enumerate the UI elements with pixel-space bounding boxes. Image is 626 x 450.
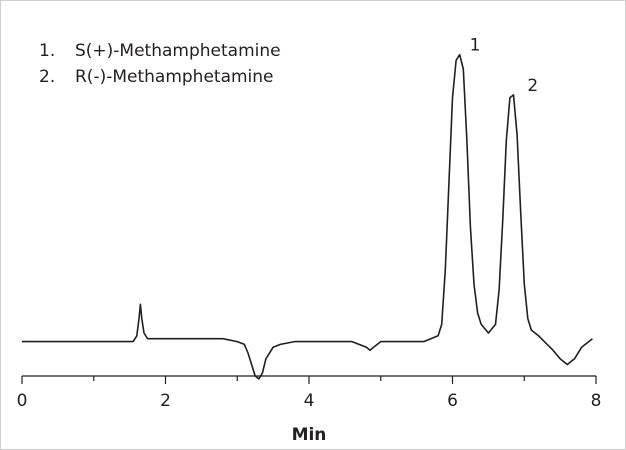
- chromatogram-trace: [22, 53, 593, 380]
- legend-number: 2.: [39, 67, 56, 87]
- legend-label: R(-)-Methamphetamine: [75, 67, 274, 87]
- x-tick-label: 2: [160, 391, 171, 411]
- x-tick-label: 6: [447, 391, 458, 411]
- peak-label-1: 1: [470, 36, 481, 56]
- x-tick-label: 0: [17, 391, 28, 411]
- x-tick-label: 4: [304, 391, 315, 411]
- legend-entry-1: 1. S(+)-Methamphetamine: [39, 41, 281, 61]
- peak-label-2: 2: [527, 76, 538, 96]
- x-axis-label: Min: [292, 425, 327, 445]
- x-tick-label: 8: [591, 391, 602, 411]
- legend-entry-2: 2. R(-)-Methamphetamine: [39, 67, 274, 87]
- legend-number: 1.: [39, 41, 56, 61]
- legend-label: S(+)-Methamphetamine: [75, 41, 281, 61]
